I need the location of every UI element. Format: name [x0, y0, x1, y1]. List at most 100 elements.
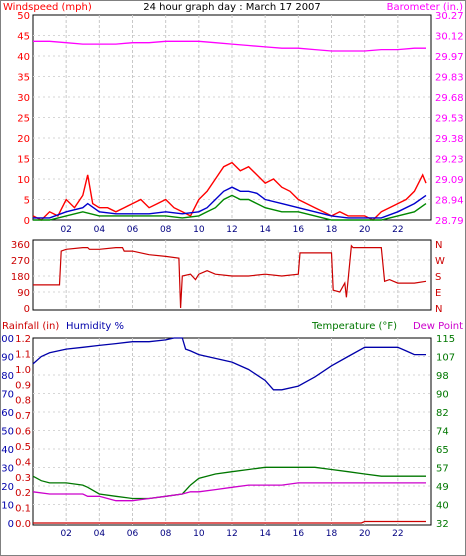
tick-label-12: 12	[226, 225, 237, 235]
tick-label-28-79: 28.79	[435, 216, 464, 227]
tick-label-14: 14	[259, 529, 271, 539]
tick-label-32: 32	[436, 519, 449, 530]
tick-label-w: W	[435, 256, 445, 267]
tick-label-10: 10	[1, 501, 14, 512]
temperature-ticks: 32 40 49 57 65 74 82 90 98 107 115	[436, 334, 455, 530]
tick-label-0-6: 0.6	[15, 427, 31, 438]
tick-label-n: N	[435, 304, 442, 315]
tick-label-18: 18	[326, 529, 338, 539]
tick-label-180: 180	[11, 272, 30, 283]
rainfall-axis-label: Rainfall (in)	[2, 321, 59, 332]
tick-label-29-23: 29.23	[435, 155, 464, 166]
tick-label-60: 60	[1, 408, 14, 419]
tick-label-29-68: 29.68	[435, 93, 464, 104]
tick-label-0: 0	[8, 519, 14, 530]
tick-label-40: 40	[1, 445, 14, 456]
tick-label-70: 70	[1, 390, 14, 401]
tick-label-0: 0	[24, 304, 30, 315]
panel3-series	[32, 337, 426, 524]
tick-label-1-2: 1.2	[15, 334, 31, 345]
tick-label-29-09: 29.09	[435, 175, 464, 186]
tick-label-02: 02	[60, 225, 71, 235]
tick-label-1-1: 1.1	[15, 349, 31, 360]
panel2-grid	[33, 240, 431, 310]
series-humidity	[32, 337, 426, 391]
series-dew-point	[32, 482, 426, 502]
series-barometer-in	[33, 40, 426, 52]
panel3-frame	[32, 337, 432, 526]
tick-label-29-83: 29.83	[435, 73, 464, 84]
tick-label-28-94: 28.94	[435, 196, 464, 207]
tick-label-90: 90	[17, 288, 30, 299]
tick-label-115: 115	[436, 334, 455, 345]
tick-label-16: 16	[293, 225, 305, 235]
tick-label-0-0: 0.0	[15, 519, 31, 530]
tick-label-35: 35	[17, 73, 30, 84]
tick-label-0-3: 0.3	[15, 473, 31, 484]
tick-label-08: 08	[160, 529, 172, 539]
tick-label-74: 74	[436, 427, 449, 438]
tick-label-25: 25	[17, 114, 30, 125]
tick-label-0-1: 0.1	[15, 504, 31, 515]
tick-label-1-0: 1.0	[15, 365, 31, 376]
tick-label-360: 360	[11, 240, 30, 251]
tick-label-16: 16	[293, 529, 305, 539]
tick-label-06: 06	[127, 529, 139, 539]
tick-label-90: 90	[1, 353, 14, 364]
tick-label-270: 270	[11, 256, 30, 267]
tick-label-0-5: 0.5	[15, 442, 31, 453]
wind-barometer-panel: Windspeed (mph) 24 hour graph day : Marc…	[3, 2, 464, 235]
panel1-grid	[33, 15, 431, 220]
tick-label-02: 02	[60, 529, 71, 539]
tick-label-s: S	[435, 272, 441, 283]
tick-label-10: 10	[17, 175, 30, 186]
tick-label-40: 40	[17, 52, 30, 63]
humidity-axis-label: Humidity %	[66, 321, 124, 332]
tick-label-29-38: 29.38	[435, 134, 464, 145]
tick-label-50: 50	[17, 11, 30, 22]
tick-label-0-7: 0.7	[15, 411, 31, 422]
tick-label-29-97: 29.97	[435, 52, 464, 63]
tick-label-14: 14	[259, 225, 271, 235]
tick-label-57: 57	[436, 464, 449, 475]
temperature-axis-label: Temperature (°F)	[311, 321, 397, 332]
tick-label-45: 45	[17, 32, 30, 43]
tick-label-65: 65	[436, 445, 449, 456]
tick-label-10: 10	[193, 529, 205, 539]
tick-label-40: 40	[436, 501, 449, 512]
windspeed-axis-label: Windspeed (mph)	[3, 2, 92, 13]
tick-label-0-2: 0.2	[15, 488, 31, 499]
series-wind-min	[33, 194, 427, 221]
tick-label-80: 80	[1, 371, 14, 382]
tick-label-29-53: 29.53	[435, 114, 464, 125]
barometer-axis-label: Barometer (in.)	[387, 2, 463, 13]
series-gust	[32, 161, 427, 221]
tick-label-e: E	[435, 288, 441, 299]
tick-label-82: 82	[436, 408, 449, 419]
tick-label-15: 15	[17, 155, 30, 166]
tick-label-12: 12	[226, 529, 237, 539]
panel2-series	[33, 244, 427, 309]
series-windspeed	[33, 186, 427, 219]
panel1-series	[32, 40, 427, 221]
tick-label-20: 20	[17, 134, 30, 145]
tick-label-5: 5	[24, 196, 30, 207]
panel3-time-ticks: 02 04 06 08 10 12 14 16 18 20 22	[60, 529, 403, 539]
panel1-time-ticks: 02 04 06 08 10 12 14 16 18 20 22	[60, 225, 403, 235]
tick-label-20: 20	[1, 482, 14, 493]
windspeed-ticks: 0 5 10 15 20 25 30 35 40 45 50	[17, 11, 30, 227]
temp-humidity-panel: Rainfall (in) Humidity % Temperature (°F…	[0, 321, 463, 539]
tick-label-30-27: 30.27	[435, 11, 464, 22]
dewpoint-axis-label: Dew Point	[413, 321, 463, 332]
tick-label-20: 20	[359, 529, 371, 539]
tick-label-22: 22	[392, 529, 403, 539]
graph-title: 24 hour graph day : March 17 2007	[143, 2, 321, 13]
tick-label-06: 06	[127, 225, 139, 235]
tick-label-50: 50	[1, 427, 14, 438]
series-wind-direction	[33, 244, 427, 309]
tick-label-30: 30	[17, 93, 30, 104]
series-temperature-f	[32, 466, 426, 500]
tick-label-0-4: 0.4	[15, 457, 31, 468]
